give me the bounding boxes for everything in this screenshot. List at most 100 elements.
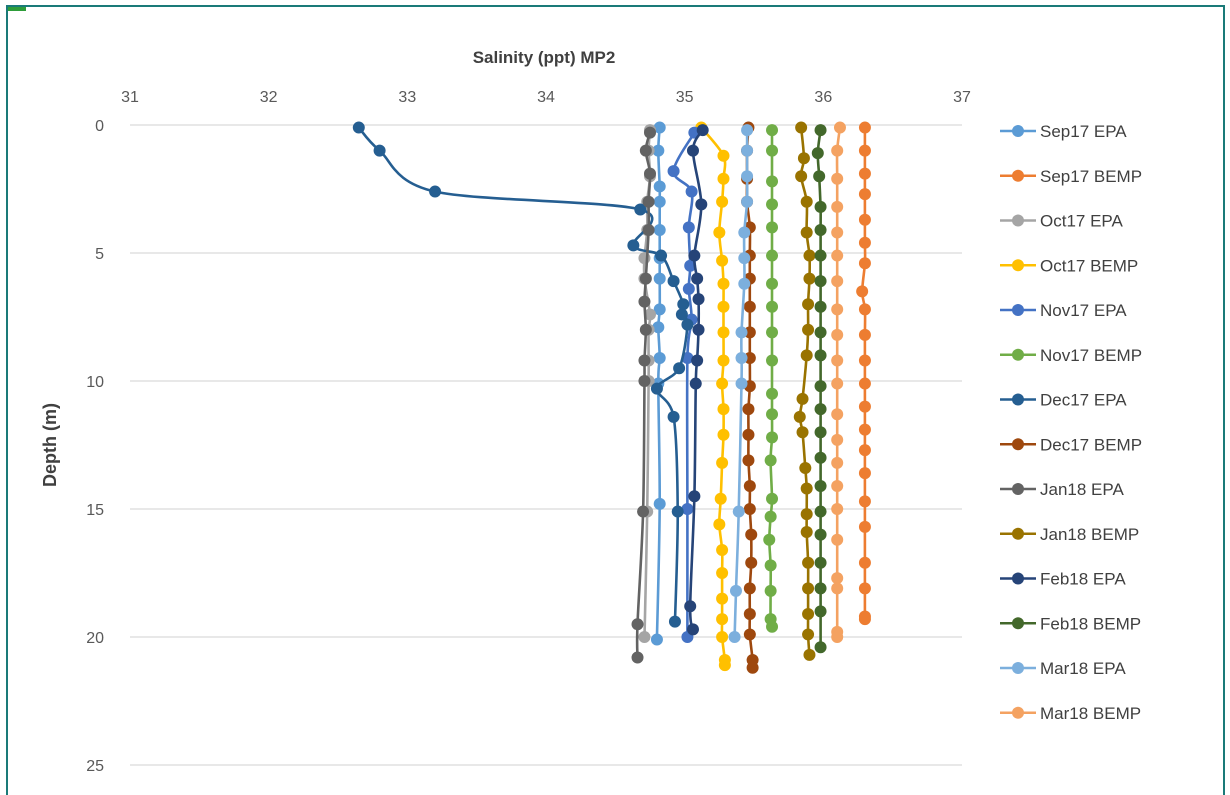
data-point [742, 454, 755, 467]
data-point [764, 510, 777, 523]
data-point [653, 272, 666, 285]
data-point [858, 495, 871, 508]
legend-label: Feb18 BEMP [1040, 614, 1141, 633]
data-point [803, 272, 816, 285]
data-point [802, 628, 815, 641]
data-point [764, 559, 777, 572]
data-point [688, 490, 701, 503]
data-point [858, 556, 871, 569]
data-point [831, 226, 844, 239]
data-point [858, 121, 871, 134]
legend-swatch-marker [1012, 617, 1024, 630]
data-point [800, 349, 813, 362]
data-point [677, 298, 690, 311]
data-point [681, 503, 694, 515]
data-point [638, 295, 651, 308]
data-point [831, 200, 844, 213]
data-point [716, 254, 729, 267]
data-point [814, 380, 827, 393]
legend-entry: Oct17 EPA [1000, 212, 1123, 231]
data-point [766, 620, 779, 633]
data-point [352, 121, 365, 134]
corner-accent [8, 7, 26, 11]
data-point [735, 351, 748, 364]
legend-label: Jan18 BEMP [1040, 525, 1139, 544]
data-point [858, 423, 871, 436]
legend-label: Mar18 EPA [1040, 659, 1126, 678]
legend-swatch-marker [1012, 393, 1024, 406]
data-point [831, 533, 844, 546]
x-tick-label: 36 [814, 89, 832, 106]
data-point [743, 582, 756, 595]
legend-label: Jan18 EPA [1040, 480, 1124, 499]
series-line [798, 127, 812, 656]
data-point [650, 382, 663, 395]
data-point [802, 607, 815, 620]
data-point [766, 326, 779, 339]
data-point [831, 144, 844, 157]
legend-swatch-marker [1012, 662, 1024, 674]
data-point [631, 651, 644, 664]
data-point [717, 354, 730, 367]
data-point [858, 213, 871, 226]
data-point [653, 351, 666, 364]
legend-swatch-marker [1012, 304, 1024, 316]
data-point [858, 236, 871, 249]
legend-swatch-marker [1012, 706, 1024, 719]
legend-label: Oct17 EPA [1040, 212, 1123, 231]
data-point [717, 172, 730, 185]
data-point [631, 618, 644, 631]
data-point [741, 170, 754, 183]
data-point [667, 275, 680, 288]
data-point [800, 482, 813, 495]
data-point [858, 444, 871, 457]
data-point [717, 300, 730, 313]
data-point [858, 613, 871, 626]
data-point [653, 497, 666, 510]
data-point [717, 326, 730, 339]
data-point [813, 170, 826, 183]
legend-swatch-marker [1012, 572, 1024, 585]
data-point [743, 503, 756, 515]
data-point [814, 200, 827, 213]
chart-frame [6, 5, 1225, 795]
data-point [741, 195, 754, 208]
data-point [831, 328, 844, 341]
data-point [644, 167, 656, 180]
data-point [638, 252, 651, 265]
data-point [639, 323, 652, 336]
data-point [814, 426, 827, 439]
data-point [858, 467, 871, 480]
legend-swatch-marker [1012, 527, 1024, 540]
data-point [800, 226, 813, 239]
series-6 [352, 121, 694, 628]
data-point [742, 403, 755, 416]
data-point [795, 170, 808, 183]
series-13 [831, 121, 846, 643]
data-point [831, 377, 844, 390]
data-point [668, 615, 681, 628]
data-point [814, 528, 827, 541]
series-12 [728, 124, 754, 643]
data-point [652, 144, 665, 157]
x-tick-label: 37 [953, 89, 971, 106]
data-point [831, 479, 844, 492]
data-point [831, 408, 844, 421]
x-tick-label: 35 [676, 89, 694, 106]
legend-label: Dec17 BEMP [1040, 435, 1142, 454]
data-point [685, 185, 698, 198]
data-point [831, 249, 844, 262]
data-point [814, 403, 827, 416]
data-point [858, 328, 871, 341]
data-point [667, 410, 680, 423]
data-point [793, 410, 806, 423]
data-point [764, 584, 777, 597]
data-point [741, 144, 754, 157]
data-point [627, 239, 640, 252]
legend-label: Feb18 EPA [1040, 570, 1126, 589]
data-point [858, 377, 871, 390]
data-point [717, 403, 730, 416]
data-point [797, 152, 810, 165]
data-point [831, 631, 844, 643]
legend: Sep17 EPA Sep17 BEMP Oct17 EPA Oct17 BEMP No… [1000, 122, 1142, 723]
